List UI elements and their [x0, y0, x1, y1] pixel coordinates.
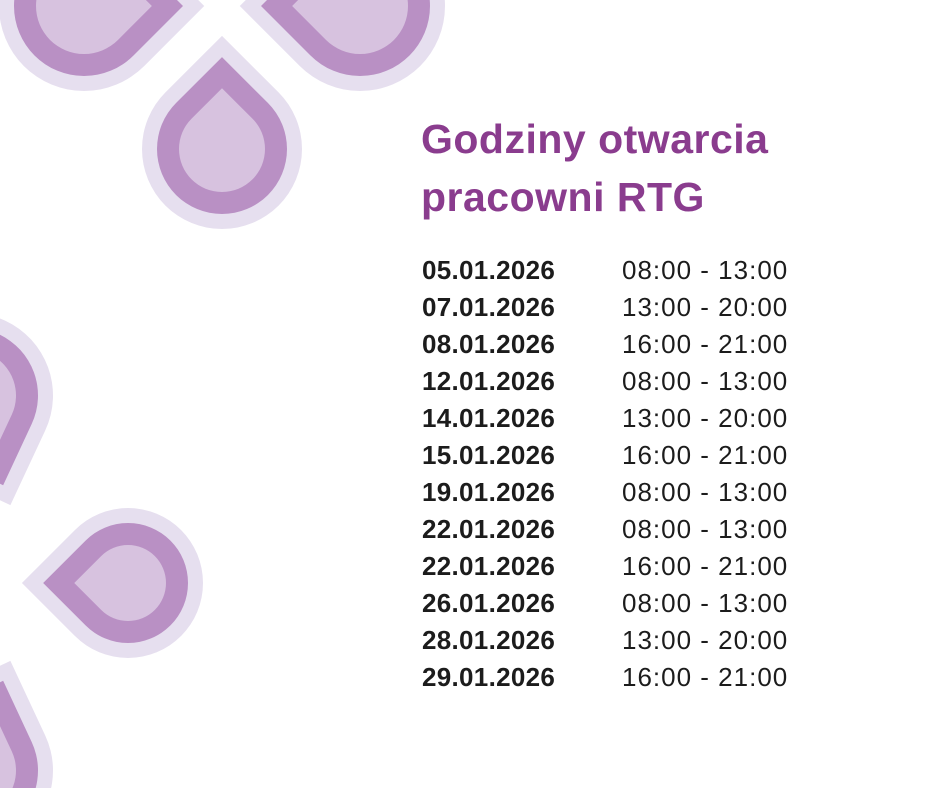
schedule-hours: 08:00 - 13:00 — [622, 255, 789, 285]
petal-icon — [0, 285, 81, 506]
page-title-line1: Godziny otwarcia — [421, 116, 769, 162]
petal-icon — [0, 660, 81, 788]
schedule-date: 28.01.2026 — [422, 625, 556, 655]
schedule-hours: 13:00 - 20:00 — [622, 292, 789, 322]
schedule-row: 28.01.2026 13:00 - 20:00 — [422, 622, 788, 659]
schedule-hours: 16:00 - 21:00 — [622, 329, 789, 359]
schedule-hours: 13:00 - 20:00 — [622, 625, 789, 655]
page-title-line2: pracowni RTG — [421, 174, 705, 220]
schedule-row: 26.01.2026 08:00 - 13:00 — [422, 585, 788, 622]
schedule-hours: 16:00 - 21:00 — [622, 551, 789, 581]
schedule-hours: 13:00 - 20:00 — [622, 403, 789, 433]
schedule-date: 12.01.2026 — [422, 366, 556, 396]
schedule-date: 14.01.2026 — [422, 403, 556, 433]
schedule-row: 29.01.2026 16:00 - 21:00 — [422, 659, 788, 696]
schedule-date: 15.01.2026 — [422, 440, 556, 470]
schedule-hours: 16:00 - 21:00 — [622, 662, 789, 692]
schedule-hours: 08:00 - 13:00 — [622, 366, 789, 396]
page-title: Godziny otwarcia pracowni RTG — [421, 110, 768, 226]
schedule-row: 22.01.2026 16:00 - 21:00 — [422, 548, 788, 585]
schedule-list: 05.01.2026 08:00 - 13:00 07.01.2026 13:0… — [422, 252, 788, 696]
schedule-hours: 08:00 - 13:00 — [622, 477, 789, 507]
schedule-row: 12.01.2026 08:00 - 13:00 — [422, 363, 788, 400]
schedule-row: 07.01.2026 13:00 - 20:00 — [422, 289, 788, 326]
schedule-date: 26.01.2026 — [422, 588, 556, 618]
schedule-hours: 08:00 - 13:00 — [622, 514, 789, 544]
petal-icon — [21, 476, 235, 690]
schedule-date: 29.01.2026 — [422, 662, 556, 692]
schedule-date: 22.01.2026 — [422, 514, 556, 544]
schedule-date: 08.01.2026 — [422, 329, 556, 359]
schedule-hours: 16:00 - 21:00 — [622, 440, 789, 470]
schedule-row: 05.01.2026 08:00 - 13:00 — [422, 252, 788, 289]
schedule-row: 14.01.2026 13:00 - 20:00 — [422, 400, 788, 437]
schedule-row: 15.01.2026 16:00 - 21:00 — [422, 437, 788, 474]
schedule-row: 22.01.2026 08:00 - 13:00 — [422, 511, 788, 548]
schedule-date: 07.01.2026 — [422, 292, 556, 322]
schedule-date: 19.01.2026 — [422, 477, 556, 507]
schedule-row: 19.01.2026 08:00 - 13:00 — [422, 474, 788, 511]
schedule-date: 05.01.2026 — [422, 255, 556, 285]
schedule-date: 22.01.2026 — [422, 551, 556, 581]
schedule-hours: 08:00 - 13:00 — [622, 588, 789, 618]
petal-icon — [108, 35, 336, 263]
schedule-row: 08.01.2026 16:00 - 21:00 — [422, 326, 788, 363]
